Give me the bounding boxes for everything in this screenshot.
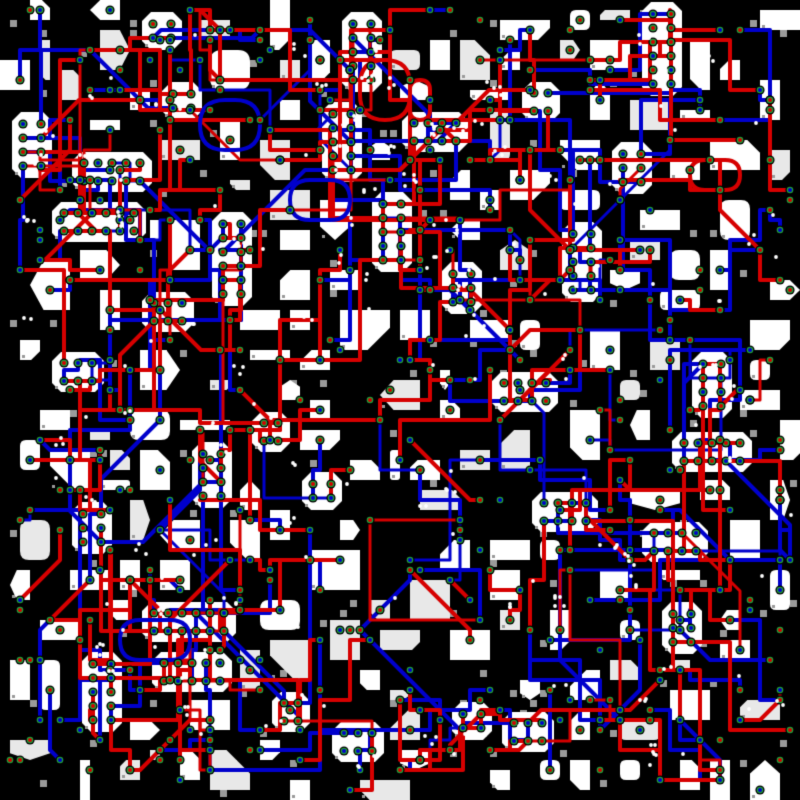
pcb-layout-canvas bbox=[0, 0, 800, 800]
pcb-board: PCB Routing Layout bbox=[0, 0, 800, 800]
